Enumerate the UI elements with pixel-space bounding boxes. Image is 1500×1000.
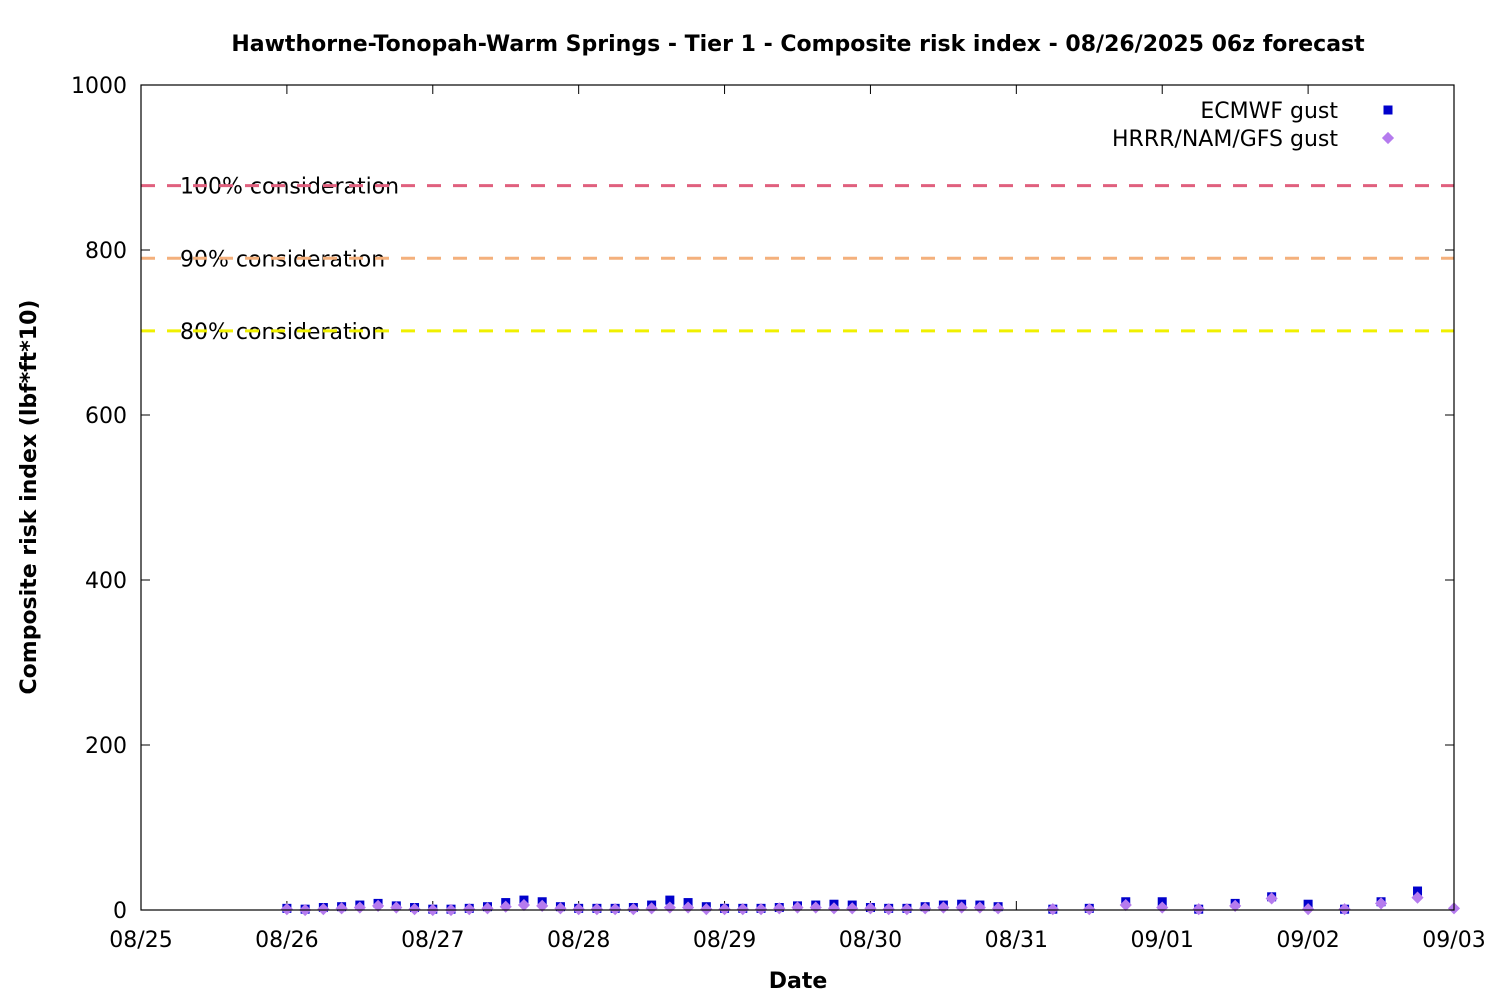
y-tick-label: 600 xyxy=(85,404,127,429)
legend-label-hrrr: HRRR/NAM/GFS gust xyxy=(1112,127,1338,152)
data-point xyxy=(317,903,330,916)
data-point xyxy=(992,902,1005,915)
data-point xyxy=(627,903,640,916)
data-point xyxy=(371,899,385,912)
data-point xyxy=(1413,886,1423,896)
plot-frame xyxy=(140,84,1455,911)
legend-marker-ecmwf xyxy=(1383,105,1393,115)
data-point xyxy=(408,903,421,916)
chart-title: Hawthorne-Tonopah-Warm Springs - Tier 1 … xyxy=(231,32,1365,57)
x-tick-label: 08/31 xyxy=(985,928,1048,953)
x-tick-label: 08/29 xyxy=(693,928,756,953)
data-point xyxy=(1046,903,1059,916)
data-point xyxy=(663,901,676,914)
data-point xyxy=(1229,899,1242,912)
data-point xyxy=(280,903,293,916)
y-tick-label: 0 xyxy=(113,899,127,924)
data-point xyxy=(900,903,913,916)
data-point xyxy=(1119,898,1132,912)
x-tick-label: 09/03 xyxy=(1422,928,1485,953)
axis-ticks: 08/25 08/26 08/27 08/28 08/29 08/30 08/31 09/01… xyxy=(71,74,1486,953)
data-point xyxy=(1265,892,1278,905)
data-point xyxy=(1083,903,1096,916)
data-point xyxy=(754,903,768,916)
y-tick-label: 400 xyxy=(85,569,127,594)
x-tick-label: 08/26 xyxy=(255,928,318,953)
data-point xyxy=(499,900,512,913)
x-axis-title: Date xyxy=(769,969,828,994)
legend-marker-hrrr xyxy=(1381,131,1395,145)
data-point xyxy=(736,903,749,916)
series-1 xyxy=(280,891,1461,917)
x-tick-label: 08/27 xyxy=(401,928,464,953)
data-point xyxy=(463,903,476,916)
legend: ECMWF gust HRRR/NAM/GFS gust xyxy=(1112,99,1395,152)
x-tick-label: 09/02 xyxy=(1276,928,1339,953)
x-tick-label: 09/01 xyxy=(1131,928,1194,953)
y-axis-title: Composite risk index (lbf*ft*10) xyxy=(17,300,42,695)
x-tick-label: 08/25 xyxy=(109,928,172,953)
data-point xyxy=(827,902,841,915)
data-point xyxy=(773,902,786,915)
data-point xyxy=(846,902,859,915)
legend-entry-ecmwf: ECMWF gust xyxy=(1200,99,1393,124)
data-point xyxy=(481,902,494,915)
data-point xyxy=(1374,897,1388,910)
data-point xyxy=(665,895,675,905)
data-point xyxy=(572,903,585,916)
legend-marker xyxy=(1383,105,1393,115)
legend-marker xyxy=(1381,131,1395,145)
data-point xyxy=(1411,891,1424,904)
x-tick-label: 08/30 xyxy=(839,928,902,953)
data-point xyxy=(554,902,567,915)
data-point xyxy=(609,903,622,916)
data-point xyxy=(335,902,348,915)
data-point xyxy=(919,902,932,915)
data-point xyxy=(1338,903,1351,916)
data-point xyxy=(536,899,549,912)
data-point xyxy=(1192,903,1205,916)
series-layer xyxy=(280,886,1461,917)
x-tick-label: 08/28 xyxy=(547,928,610,953)
y-tick-label: 1000 xyxy=(71,74,127,99)
data-point xyxy=(864,902,877,915)
data-point xyxy=(590,903,603,916)
legend-label-ecmwf: ECMWF gust xyxy=(1200,99,1338,124)
legend-entry-hrrr: HRRR/NAM/GFS gust xyxy=(1112,127,1395,152)
data-point xyxy=(718,903,731,916)
data-point xyxy=(517,898,531,912)
reference-label-0: 100% consideration xyxy=(180,175,399,200)
data-point xyxy=(645,902,658,915)
data-point xyxy=(1302,903,1315,916)
y-tick-label: 200 xyxy=(85,734,127,759)
y-tick-label: 800 xyxy=(85,239,127,264)
data-point xyxy=(700,903,713,916)
data-point xyxy=(882,903,895,916)
